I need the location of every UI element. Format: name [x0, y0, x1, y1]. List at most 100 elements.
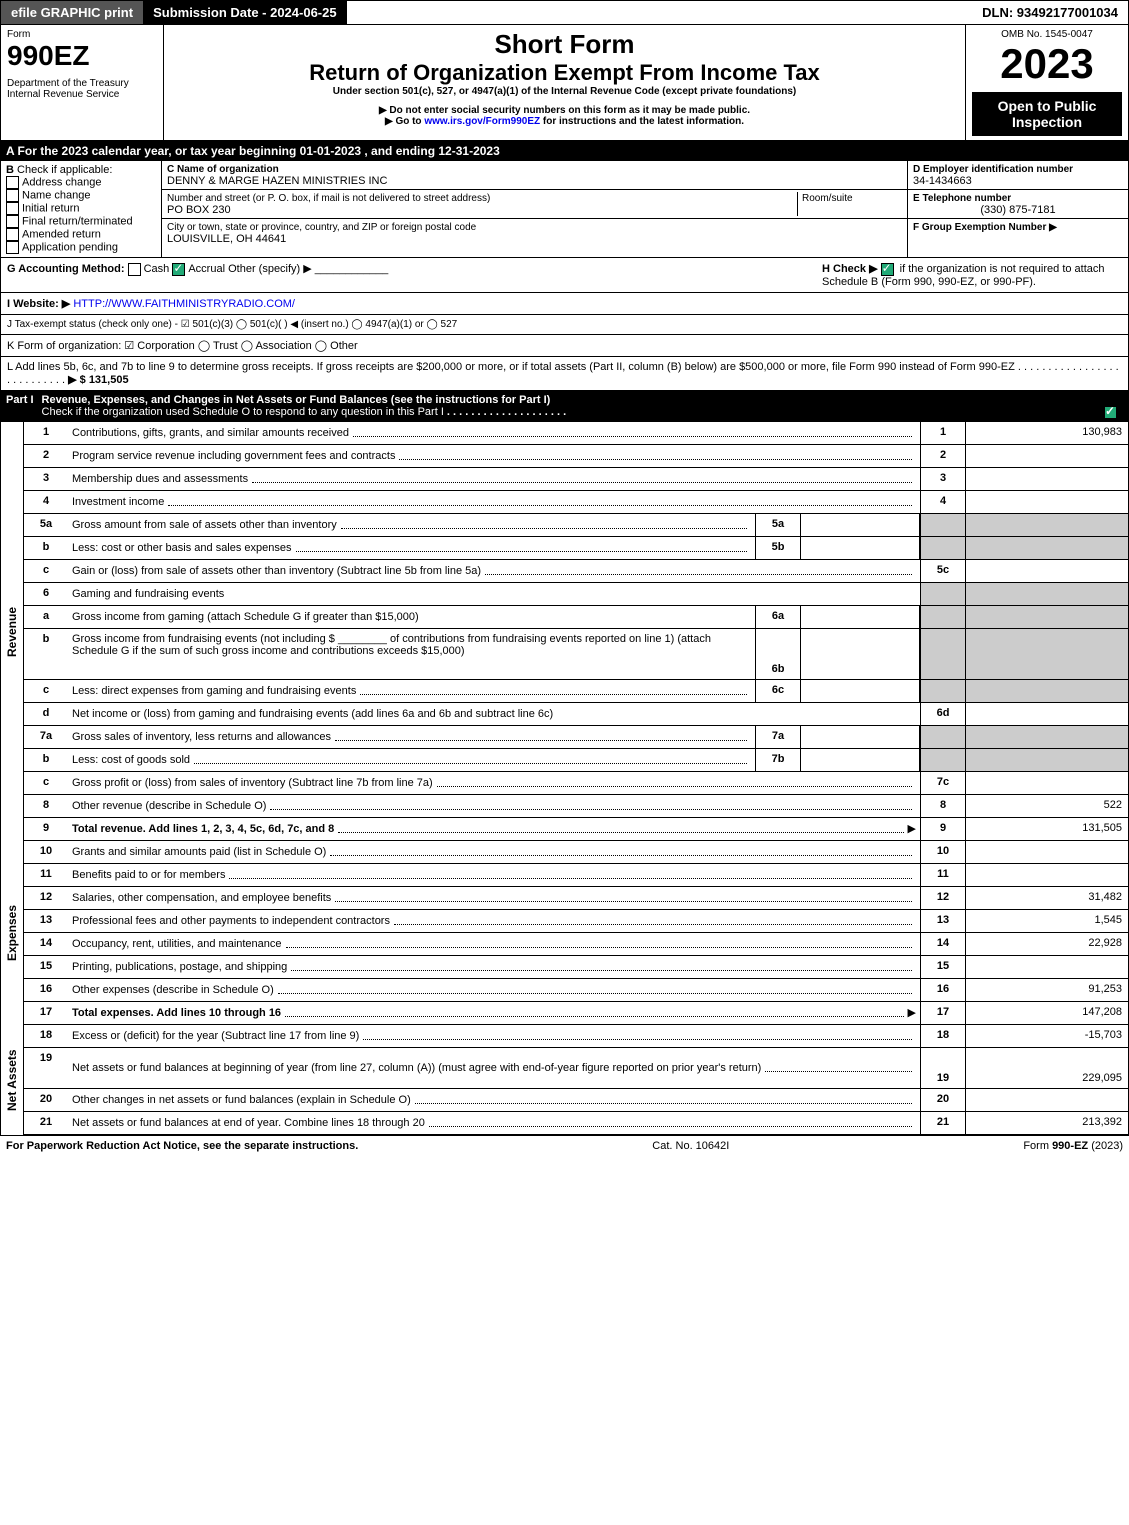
line-2-no: 2 [24, 445, 68, 467]
group-exemption-label: F Group Exemption Number ▶ [913, 222, 1057, 233]
checkbox-final-return[interactable] [6, 215, 19, 228]
section-b: B Check if applicable: Address change Na… [1, 161, 162, 257]
page-footer: For Paperwork Reduction Act Notice, see … [0, 1135, 1129, 1156]
org-name: DENNY & MARGE HAZEN MINISTRIES INC [167, 175, 387, 187]
opt-cash: Cash [144, 263, 170, 275]
line-6-num [920, 583, 966, 605]
form-footer-post: (2023) [1088, 1140, 1123, 1152]
form-footer-pre: Form [1023, 1140, 1052, 1152]
line-21-val: 213,392 [966, 1112, 1129, 1134]
expenses-section: Expenses 10Grants and similar amounts pa… [0, 841, 1129, 1025]
line-7b-no: b [24, 749, 68, 771]
paperwork-notice: For Paperwork Reduction Act Notice, see … [6, 1140, 358, 1152]
opt-final-return: Final return/terminated [22, 215, 133, 227]
checkbox-name-change[interactable] [6, 189, 19, 202]
line-8-no: 8 [24, 795, 68, 817]
line-18-no: 18 [24, 1025, 68, 1047]
line-21-no: 21 [24, 1112, 68, 1134]
line-6b-num [920, 629, 966, 679]
line-7a-num [920, 726, 966, 748]
dln-label: DLN: 93492177001034 [972, 1, 1128, 24]
line-12-num: 12 [920, 887, 966, 909]
line-15-val [966, 956, 1129, 978]
line-5c-val [966, 560, 1129, 582]
line-1-num: 1 [920, 422, 966, 444]
line-18-desc: Excess or (deficit) for the year (Subtra… [72, 1030, 359, 1042]
checkbox-initial-return[interactable] [6, 202, 19, 215]
line-15-desc: Printing, publications, postage, and shi… [72, 961, 287, 973]
checkbox-application-pending[interactable] [6, 241, 19, 254]
line-5a-no: 5a [24, 514, 68, 536]
checkbox-amended-return[interactable] [6, 228, 19, 241]
phone-label: E Telephone number [913, 193, 1011, 204]
line-5b-num [920, 537, 966, 559]
opt-name-change: Name change [22, 189, 91, 201]
line-20-no: 20 [24, 1089, 68, 1111]
line-8-val: 522 [966, 795, 1129, 817]
line-6b-desc-pre: Gross income from fundraising events (no… [72, 633, 335, 645]
line-8-desc: Other revenue (describe in Schedule O) [72, 800, 266, 812]
website-label: I Website: ▶ [7, 298, 70, 310]
website-link[interactable]: HTTP://WWW.FAITHMINISTRYRADIO.COM/ [73, 298, 295, 310]
line-18-num: 18 [920, 1025, 966, 1047]
line-6-no: 6 [24, 583, 68, 605]
irs-link[interactable]: www.irs.gov/Form990EZ [424, 116, 540, 127]
line-13-no: 13 [24, 910, 68, 932]
line-12-no: 12 [24, 887, 68, 909]
checkbox-accrual[interactable] [172, 263, 185, 276]
addr-label: Number and street (or P. O. box, if mail… [167, 193, 490, 204]
line-17-num: 17 [920, 1002, 966, 1024]
line-17-no: 17 [24, 1002, 68, 1024]
line-2-desc: Program service revenue including govern… [72, 450, 395, 462]
section-h-label: H Check ▶ [822, 263, 878, 275]
line-11-no: 11 [24, 864, 68, 886]
checkbox-address-change[interactable] [6, 176, 19, 189]
subtitle: Under section 501(c), 527, or 4947(a)(1)… [170, 86, 959, 97]
line-6c-num [920, 680, 966, 702]
line-4-val [966, 491, 1129, 513]
irs-label: Internal Revenue Service [7, 89, 157, 100]
line-10-no: 10 [24, 841, 68, 863]
info-block: B Check if applicable: Address change Na… [0, 161, 1129, 258]
efile-print-button[interactable]: efile GRAPHIC print [1, 1, 143, 24]
line-4-no: 4 [24, 491, 68, 513]
line-6c-subval [801, 680, 920, 702]
line-16-no: 16 [24, 979, 68, 1001]
form-header: Form 990EZ Department of the Treasury In… [0, 25, 1129, 141]
line-5a-num [920, 514, 966, 536]
section-d-e-f: D Employer identification number 34-1434… [907, 161, 1128, 257]
line-7c-num: 7c [920, 772, 966, 794]
line-10-num: 10 [920, 841, 966, 863]
line-7a-val [966, 726, 1129, 748]
top-bar: efile GRAPHIC print Submission Date - 20… [0, 0, 1129, 25]
checkbox-cash[interactable] [128, 263, 141, 276]
line-9-val: 131,505 [966, 818, 1129, 840]
line-6a-val [966, 606, 1129, 628]
line-5b-sub: 5b [755, 537, 801, 559]
line-14-num: 14 [920, 933, 966, 955]
form-number: 990EZ [7, 40, 157, 72]
cat-number: Cat. No. 10642I [652, 1140, 729, 1152]
part-i-title: Revenue, Expenses, and Changes in Net As… [42, 394, 551, 406]
line-7a-no: 7a [24, 726, 68, 748]
line-5b-subval [801, 537, 920, 559]
gross-receipts-amount: ▶ $ 131,505 [68, 374, 128, 386]
revenue-section: Revenue 1Contributions, gifts, grants, a… [0, 422, 1129, 841]
revenue-vert-label: Revenue [0, 422, 24, 841]
line-6d-num: 6d [920, 703, 966, 725]
line-11-val [966, 864, 1129, 886]
line-5a-val [966, 514, 1129, 536]
line-5c-num: 5c [920, 560, 966, 582]
line-20-num: 20 [920, 1089, 966, 1111]
checkbox-schedule-o[interactable] [1104, 406, 1117, 419]
line-14-desc: Occupancy, rent, utilities, and maintena… [72, 938, 282, 950]
opt-address-change: Address change [22, 176, 102, 188]
checkbox-schedule-b[interactable] [881, 263, 894, 276]
line-5a-sub: 5a [755, 514, 801, 536]
line-5c-no: c [24, 560, 68, 582]
line-13-num: 13 [920, 910, 966, 932]
line-16-val: 91,253 [966, 979, 1129, 1001]
room-label: Room/suite [802, 193, 853, 204]
line-14-val: 22,928 [966, 933, 1129, 955]
ein-value: 34-1434663 [913, 175, 972, 187]
